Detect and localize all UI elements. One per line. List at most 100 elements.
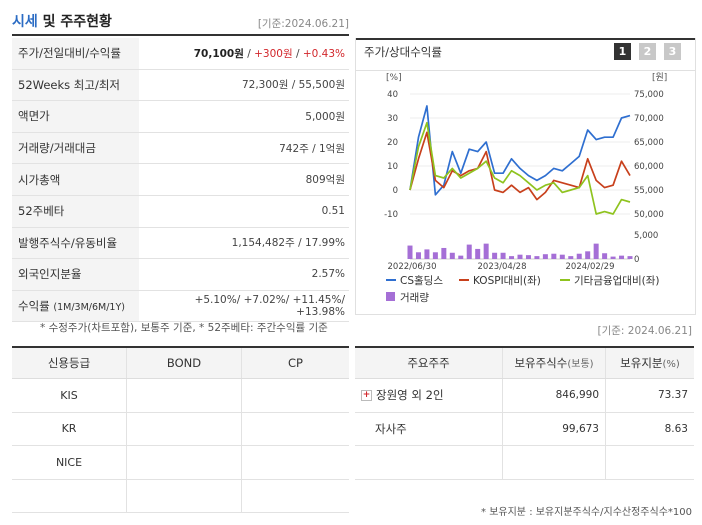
expand-icon[interactable]: + bbox=[361, 390, 372, 402]
bond-cell bbox=[126, 445, 242, 480]
separator: / bbox=[292, 47, 303, 60]
credit-rating-table: 신용등급 BOND CP KIS KR NICE bbox=[12, 346, 349, 513]
cp-cell bbox=[241, 479, 349, 513]
holder-name: 자사주 bbox=[355, 412, 503, 446]
column-header: 보유지분(%) bbox=[605, 346, 694, 379]
left-tick-label: -10 bbox=[384, 210, 398, 220]
x-tick-label: 2024/02/29 bbox=[566, 262, 615, 272]
left-tick-label: 30 bbox=[387, 114, 398, 124]
volume-bar bbox=[610, 256, 616, 259]
volume-bar bbox=[424, 249, 430, 259]
column-header: BOND bbox=[126, 346, 242, 379]
volume-bar bbox=[619, 255, 625, 259]
volume-bar bbox=[432, 252, 438, 259]
cp-cell bbox=[241, 412, 349, 446]
row-value: 72,300원 / 55,500원 bbox=[139, 69, 349, 102]
volume-bar bbox=[585, 251, 591, 259]
footnote-bottom: * 보유지분 : 보유지분주식수/지수산정주식수*100 bbox=[481, 507, 692, 518]
volume-bar bbox=[576, 253, 582, 259]
table-row: 거래량/거래대금 742주 / 1억원 bbox=[12, 132, 349, 165]
price-change-rate: 70,100원 / +300원 / +0.43% bbox=[139, 38, 349, 70]
table-row: 시가총액 809억원 bbox=[12, 163, 349, 196]
title-rest: 및 주주현황 bbox=[37, 14, 112, 30]
right-tick-label: 60,000 bbox=[634, 162, 664, 172]
return-periods: (1M/3M/6M/1Y) bbox=[53, 302, 125, 314]
price-chart: [%] [원] 40 30 20 10 0 -10 75,000 70,000 65,000 60,0… bbox=[384, 72, 667, 304]
table-row: 발행주식수/유동비율 1,154,482주 / 17.99% bbox=[12, 227, 349, 260]
change-rate: +0.43% bbox=[302, 47, 345, 60]
base-date: [기준:2024.06.21] bbox=[257, 18, 349, 30]
right-tick-label: 70,000 bbox=[634, 114, 664, 124]
pct-cell: 73.37 bbox=[605, 378, 694, 413]
title-highlight: 시세 bbox=[12, 14, 38, 30]
volume-bar bbox=[407, 245, 413, 259]
chart-tab-3[interactable]: 3 bbox=[664, 43, 681, 60]
volume-bar bbox=[483, 243, 489, 259]
row-value: 809억원 bbox=[139, 163, 349, 196]
base-date-2: [기준: 2024.06.21] bbox=[597, 325, 692, 337]
row-label: 거래량/거래대금 bbox=[12, 132, 139, 165]
header-sub: (보통) bbox=[567, 359, 594, 370]
table-row bbox=[355, 445, 694, 480]
table-row: 수익률 (1M/3M/6M/1Y) +5.10%/ +7.02%/ +11.45… bbox=[12, 290, 349, 323]
table-row bbox=[12, 479, 349, 513]
chart-tab-1[interactable]: 1 bbox=[614, 43, 631, 60]
legend-label: 기타금융업대비(좌) bbox=[574, 274, 659, 287]
volume-tick-label: 5,000 bbox=[634, 231, 658, 241]
volume-bar bbox=[517, 254, 523, 259]
header-main: 보유주식수 bbox=[514, 356, 568, 370]
volume-bar bbox=[441, 247, 447, 259]
separator: / bbox=[243, 47, 255, 60]
chart-tab-2[interactable]: 2 bbox=[639, 43, 656, 60]
cp-cell bbox=[241, 445, 349, 480]
agency-cell bbox=[12, 479, 127, 513]
row-label: 외국인지분율 bbox=[12, 258, 139, 291]
table-row: 주가/전일대비/수익률 70,100원 / +300원 / +0.43% bbox=[12, 38, 349, 70]
left-tick-label: 10 bbox=[387, 162, 398, 172]
row-value: 1,154,482주 / 17.99% bbox=[139, 227, 349, 260]
table-row: + 장원영 외 2인 846,990 73.37 bbox=[355, 378, 694, 413]
legend-label: CS홀딩스 bbox=[400, 274, 443, 287]
volume-bar bbox=[602, 253, 608, 259]
column-header: 보유주식수(보통) bbox=[502, 346, 606, 379]
row-label: 시가총액 bbox=[12, 163, 139, 196]
volume-bar bbox=[559, 254, 565, 259]
table-row: NICE bbox=[12, 445, 349, 480]
cp-cell bbox=[241, 378, 349, 413]
agency-cell: KR bbox=[12, 412, 127, 446]
header-main: 보유지분 bbox=[620, 356, 663, 370]
volume-bar bbox=[627, 256, 633, 259]
chart-title: 주가/상대수익률 bbox=[364, 45, 442, 59]
table-row: 52Weeks 최고/최저 72,300원 / 55,500원 bbox=[12, 69, 349, 102]
row-value: 742주 / 1억원 bbox=[139, 132, 349, 165]
right-tick-label: 65,000 bbox=[634, 138, 664, 148]
agency-cell: NICE bbox=[12, 445, 127, 480]
row-value: +5.10%/ +7.02%/ +11.45%/ +13.98% bbox=[139, 290, 349, 323]
volume-bar bbox=[500, 252, 506, 259]
section-header: 시세 및 주주현황 [기준:2024.06.21] bbox=[12, 8, 349, 36]
table-header-row: 주요주주 보유주식수(보통) 보유지분(%) bbox=[355, 346, 694, 379]
right-axis-unit: [원] bbox=[652, 72, 667, 83]
volume-bar bbox=[458, 255, 464, 259]
agency-cell: KIS bbox=[12, 378, 127, 413]
series-line-3 bbox=[409, 121, 631, 215]
x-tick-label: 2023/04/28 bbox=[478, 262, 527, 272]
shares-cell: 846,990 bbox=[502, 378, 606, 413]
legend-label: 거래량 bbox=[400, 292, 429, 304]
table-row: 자사주 99,673 8.63 bbox=[355, 412, 694, 446]
volume-bar bbox=[525, 255, 531, 259]
quote-table: 주가/전일대비/수익률 70,100원 / +300원 / +0.43% 52W… bbox=[12, 38, 349, 323]
right-tick-label: 75,000 bbox=[634, 90, 664, 100]
volume-bar bbox=[475, 248, 481, 259]
volume-bar bbox=[449, 252, 455, 259]
volume-bar bbox=[509, 256, 515, 259]
chart-header bbox=[356, 38, 695, 71]
price-change: +300원 bbox=[254, 47, 293, 60]
left-tick-label: 0 bbox=[393, 186, 398, 196]
table-row: 52주베타 0.51 bbox=[12, 195, 349, 228]
row-value: 0.51 bbox=[139, 195, 349, 228]
left-tick-label: 20 bbox=[387, 138, 398, 148]
holder-name: + 장원영 외 2인 bbox=[355, 378, 503, 413]
pct-cell bbox=[605, 445, 694, 480]
